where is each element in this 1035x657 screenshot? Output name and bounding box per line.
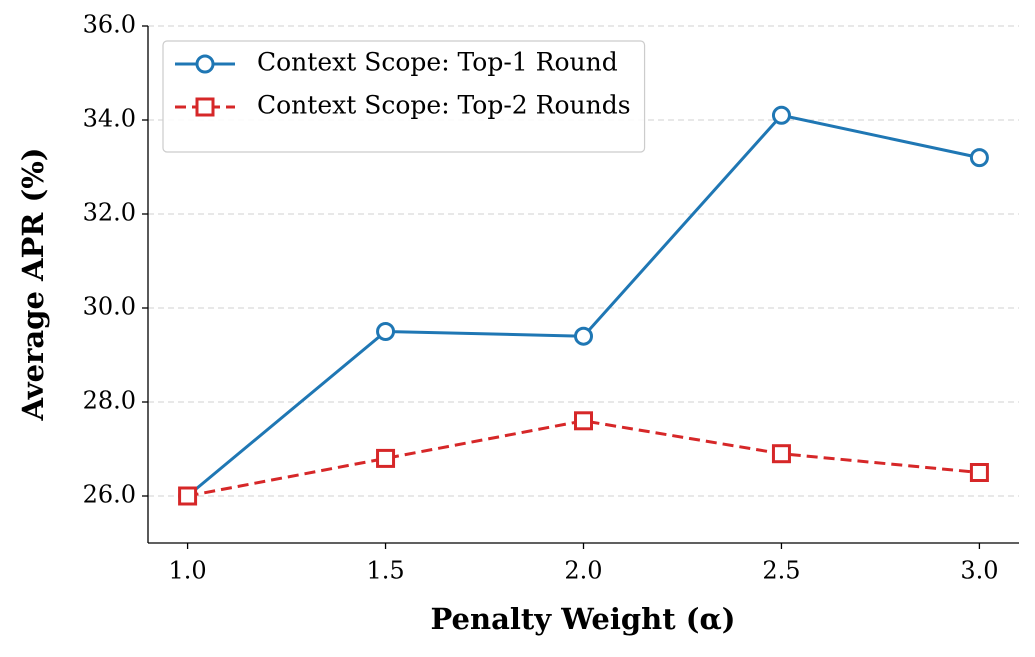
x-tick-label: 2.5 [762, 557, 800, 585]
series-line [187, 419, 980, 498]
marker [195, 54, 215, 74]
legend-label: Context Scope: Top-1 Round [257, 48, 618, 77]
marker [969, 463, 989, 482]
x-tick-label: 1.0 [169, 557, 207, 585]
marker [376, 322, 396, 341]
x-tick-label: 1.5 [366, 557, 404, 585]
legend-box [162, 40, 646, 153]
y-tick-label: 32.0 [83, 199, 136, 227]
y-tick-label: 30.0 [83, 293, 136, 321]
x-tick-label: 2.0 [564, 557, 602, 585]
y-axis-label: Average APR (%) [16, 147, 50, 421]
series-line [186, 113, 980, 498]
marker [574, 326, 593, 346]
legend: Context Scope: Top-1 Round Context Scope:… [162, 40, 646, 153]
marker [195, 97, 215, 117]
legend-label: Context Scope: Top-2 Rounds [257, 91, 631, 120]
y-tick-label: 36.0 [83, 11, 136, 39]
marker [969, 148, 989, 168]
marker [771, 444, 791, 464]
y-tick-label: 34.0 [83, 105, 136, 133]
marker [574, 411, 593, 431]
marker [376, 448, 396, 468]
marker [771, 105, 791, 125]
y-tick-label: 26.0 [83, 481, 136, 509]
y-tick-label: 28.0 [83, 387, 136, 415]
marker [178, 486, 198, 506]
x-tick-label: 3.0 [960, 557, 998, 585]
x-axis-label: Penalty Weight (α) [431, 602, 736, 636]
